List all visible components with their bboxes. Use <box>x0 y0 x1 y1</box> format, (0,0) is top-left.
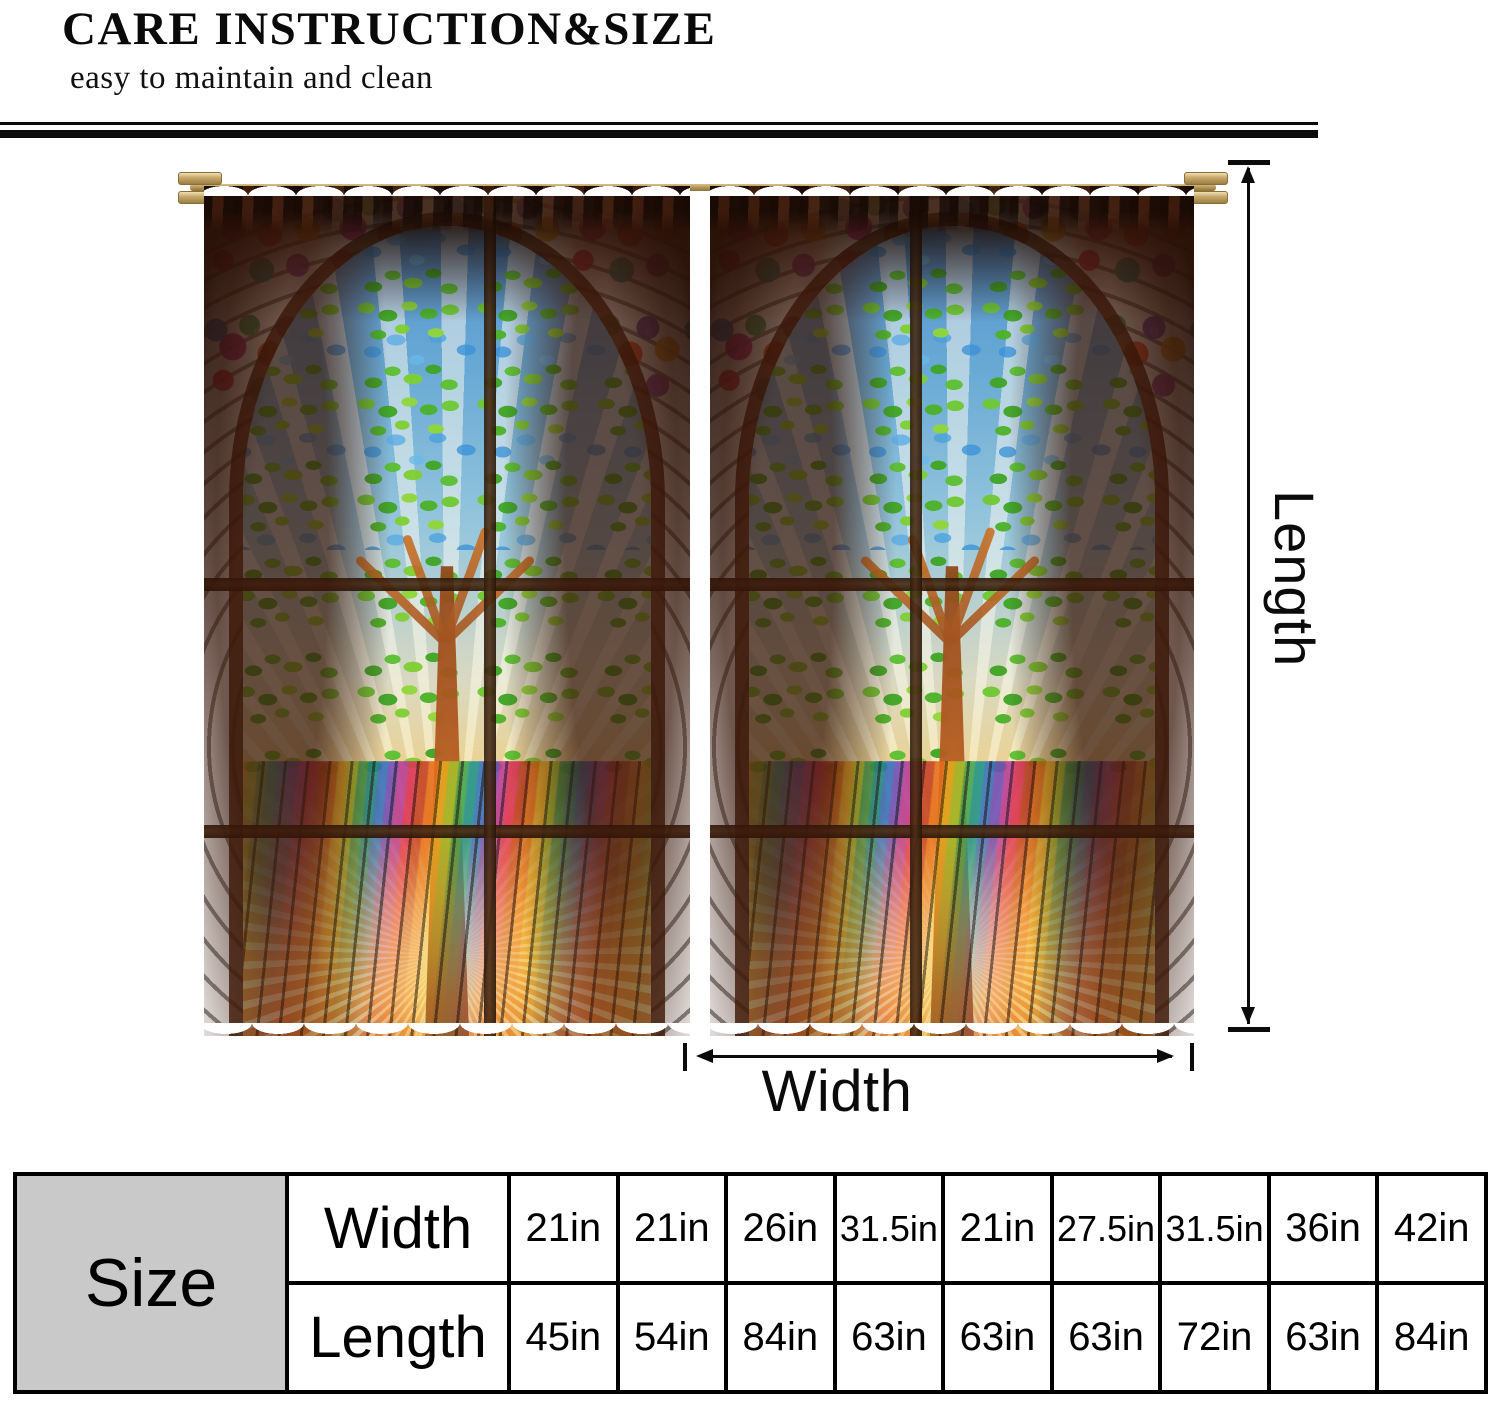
cell-length-6: 63in <box>1049 1281 1163 1394</box>
page-subtitle: easy to maintain and clean <box>70 60 434 96</box>
length-dimension-line <box>1247 168 1250 1024</box>
curtain-panel-right <box>710 186 1194 1036</box>
curtain-top-scallop <box>204 186 690 196</box>
cell-width-6: 27.5in <box>1049 1172 1163 1285</box>
curtain-bottom-hem <box>204 1023 690 1036</box>
cell-length-3: 84in <box>724 1281 837 1394</box>
cell-width-2: 21in <box>615 1172 729 1285</box>
length-arrow-up-icon <box>1241 166 1255 183</box>
window-mullion-vertical <box>910 186 922 1036</box>
table-row-length: Length 45in 54in 84in 63in 63in 63in 72i… <box>15 1281 1488 1394</box>
length-dimension-label: Length <box>1263 490 1326 668</box>
curtain-rod-finial-right <box>1184 172 1228 206</box>
width-arrow-left-icon <box>696 1049 713 1063</box>
width-arrow-right-icon <box>1157 1049 1174 1063</box>
cell-width-8: 36in <box>1266 1172 1380 1285</box>
cell-width-9: 42in <box>1375 1172 1488 1285</box>
curtain-bottom-hem <box>710 1023 1194 1036</box>
arched-window-opening <box>242 226 652 1036</box>
width-dimension-cap-left <box>683 1043 687 1071</box>
curtain-rod <box>190 184 1216 191</box>
cell-length-5: 63in <box>941 1281 1054 1394</box>
cell-length-1: 45in <box>507 1281 620 1394</box>
curtain-panel-left <box>204 186 690 1036</box>
cell-width-5: 21in <box>941 1172 1054 1285</box>
cell-width-4: 31.5in <box>832 1172 946 1285</box>
arched-window-opening <box>748 226 1156 1036</box>
curtain-product-image <box>204 186 1194 1036</box>
window-mullion-horizontal <box>204 825 690 838</box>
size-chart-table: Size Width 21in 21in 26in 31.5in 21in 27… <box>13 1172 1488 1394</box>
cell-length-4: 63in <box>832 1281 946 1394</box>
tree-root-lines <box>748 760 1156 1036</box>
width-dimension-label: Width <box>761 1059 913 1124</box>
cell-width-7: 31.5in <box>1158 1172 1271 1285</box>
row-label-length: Length <box>285 1281 511 1394</box>
curtain-top-scallop <box>710 186 1194 196</box>
length-arrow-down-icon <box>1241 1007 1255 1024</box>
header-divider-thick <box>0 130 1318 138</box>
cell-width-3: 26in <box>724 1172 837 1285</box>
table-row-width: Size Width 21in 21in 26in 31.5in 21in 27… <box>13 1172 1488 1394</box>
window-mullion-horizontal <box>710 825 1194 838</box>
row-label-width: Width <box>285 1172 511 1285</box>
page-title: CARE INSTRUCTION&SIZE <box>62 3 717 55</box>
window-mullion-horizontal <box>204 578 690 591</box>
cell-length-7: 72in <box>1158 1281 1271 1394</box>
size-header-cell: Size <box>13 1172 289 1394</box>
cell-width-1: 21in <box>507 1172 620 1285</box>
width-dimension-line <box>702 1055 1172 1058</box>
cell-length-9: 84in <box>1375 1281 1488 1394</box>
cell-length-8: 63in <box>1266 1281 1380 1394</box>
header-divider-thin <box>0 122 1318 125</box>
window-mullion-horizontal <box>710 578 1194 591</box>
width-dimension-cap-right <box>1190 1043 1194 1071</box>
length-dimension-cap-top <box>1228 160 1270 165</box>
cell-length-2: 54in <box>615 1281 729 1394</box>
length-dimension-cap-bottom <box>1228 1027 1270 1032</box>
tree-root-lines <box>242 760 652 1036</box>
window-mullion-vertical <box>484 186 496 1036</box>
